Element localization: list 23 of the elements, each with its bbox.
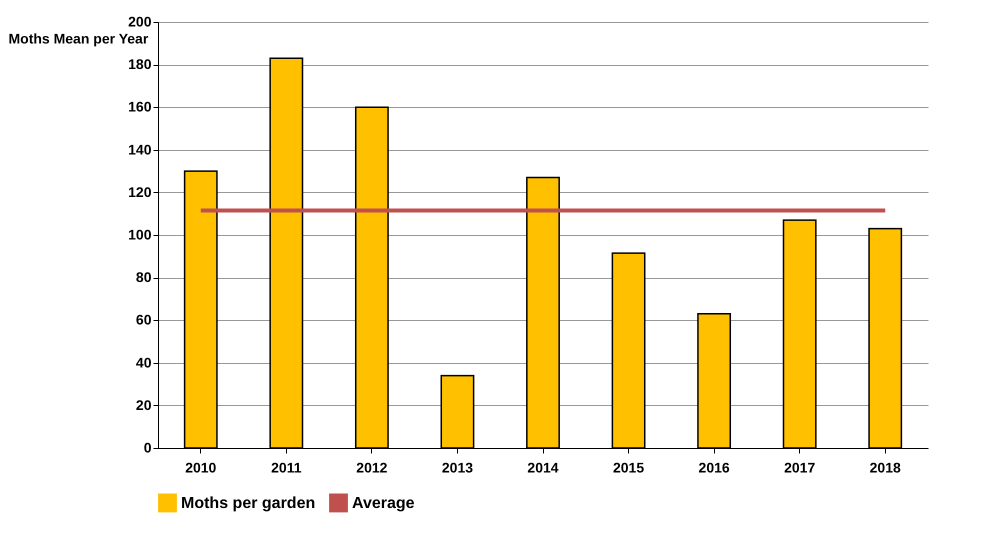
y-tick-label: 0 — [144, 440, 152, 456]
legend-label: Average — [352, 494, 415, 512]
y-tick-label: 100 — [128, 226, 152, 242]
x-tick-label: 2014 — [527, 460, 559, 476]
y-tick-label: 200 — [128, 14, 152, 30]
y-tick-label: 20 — [136, 396, 152, 413]
y-tick-label: 120 — [128, 184, 152, 200]
y-tick-label: 40 — [136, 354, 152, 370]
x-tick-label: 2013 — [442, 460, 474, 476]
y-axis-title: Moths Mean per Year — [8, 30, 149, 46]
x-tick-label: 2012 — [356, 460, 388, 476]
y-tick-label: 60 — [136, 312, 152, 328]
y-tick-label: 160 — [128, 98, 152, 115]
legend-label: Moths per garden — [181, 494, 316, 512]
x-tick-label: 2018 — [870, 460, 902, 476]
y-tick-label: 180 — [128, 56, 152, 72]
x-tick-label: 2017 — [784, 460, 816, 476]
x-tick-label: 2016 — [698, 460, 730, 476]
y-tick-label: 140 — [128, 141, 152, 158]
y-tick-label: 80 — [136, 269, 152, 286]
x-tick-label: 2015 — [612, 460, 644, 476]
x-tick-label: 2011 — [271, 460, 302, 476]
x-tick-label: 2010 — [185, 460, 217, 476]
